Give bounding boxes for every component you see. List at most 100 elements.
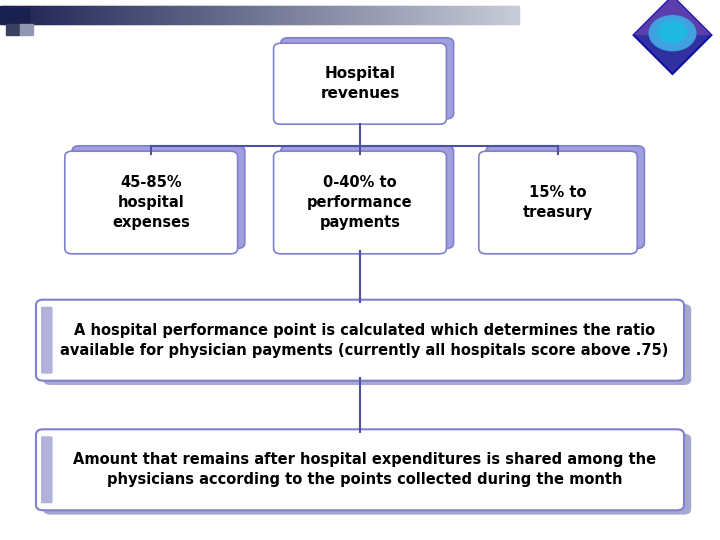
Bar: [427, 6, 429, 24]
Bar: [207, 6, 210, 24]
Bar: [384, 6, 386, 24]
Bar: [114, 6, 117, 24]
Bar: [451, 6, 454, 24]
Bar: [40, 6, 42, 24]
Bar: [220, 6, 222, 24]
Bar: [422, 6, 424, 24]
Bar: [66, 6, 68, 24]
Bar: [21, 6, 23, 24]
Bar: [135, 6, 138, 24]
Bar: [517, 6, 519, 24]
Bar: [302, 6, 305, 24]
Bar: [442, 6, 445, 24]
Bar: [83, 6, 86, 24]
Bar: [256, 6, 258, 24]
Bar: [10, 6, 13, 24]
Bar: [199, 6, 201, 24]
Bar: [212, 6, 215, 24]
Bar: [323, 6, 325, 24]
Bar: [342, 6, 345, 24]
Bar: [235, 6, 238, 24]
Bar: [295, 6, 298, 24]
Bar: [397, 6, 400, 24]
Bar: [14, 6, 17, 24]
Bar: [111, 6, 113, 24]
Bar: [33, 6, 35, 24]
Bar: [112, 6, 114, 24]
FancyBboxPatch shape: [281, 38, 454, 119]
Bar: [453, 6, 455, 24]
Bar: [363, 6, 365, 24]
Bar: [53, 6, 56, 24]
Bar: [351, 6, 354, 24]
Bar: [275, 6, 277, 24]
Bar: [444, 6, 446, 24]
Bar: [131, 6, 134, 24]
Bar: [48, 6, 51, 24]
Bar: [276, 6, 279, 24]
Bar: [216, 6, 218, 24]
Bar: [249, 6, 251, 24]
Bar: [396, 6, 398, 24]
Bar: [328, 6, 330, 24]
Bar: [12, 6, 14, 24]
Bar: [366, 6, 369, 24]
Bar: [449, 6, 451, 24]
Bar: [356, 6, 359, 24]
Bar: [156, 6, 158, 24]
Bar: [252, 6, 255, 24]
Bar: [20, 24, 33, 35]
Bar: [217, 6, 220, 24]
Bar: [238, 6, 241, 24]
Bar: [263, 6, 265, 24]
Bar: [479, 6, 481, 24]
Bar: [195, 6, 198, 24]
Bar: [246, 6, 248, 24]
Bar: [197, 6, 199, 24]
Bar: [301, 6, 303, 24]
Bar: [169, 6, 172, 24]
Bar: [273, 6, 276, 24]
Bar: [181, 6, 184, 24]
Bar: [230, 6, 233, 24]
Bar: [315, 6, 317, 24]
FancyBboxPatch shape: [41, 436, 53, 503]
Bar: [183, 6, 186, 24]
Text: 0-40% to
performance
payments: 0-40% to performance payments: [307, 175, 413, 230]
Bar: [316, 6, 319, 24]
Bar: [492, 6, 495, 24]
Bar: [209, 6, 212, 24]
Bar: [299, 6, 302, 24]
Bar: [242, 6, 244, 24]
Bar: [19, 6, 22, 24]
Bar: [280, 6, 282, 24]
Bar: [154, 6, 156, 24]
Bar: [0, 6, 2, 24]
Bar: [221, 6, 224, 24]
Bar: [120, 6, 122, 24]
Bar: [269, 6, 272, 24]
Bar: [254, 6, 256, 24]
Bar: [321, 6, 324, 24]
Bar: [353, 6, 355, 24]
Bar: [446, 6, 449, 24]
Bar: [304, 6, 307, 24]
Bar: [394, 6, 397, 24]
Text: 45-85%
hospital
expenses: 45-85% hospital expenses: [112, 175, 190, 230]
Bar: [506, 6, 509, 24]
Bar: [307, 6, 310, 24]
Bar: [90, 6, 92, 24]
Bar: [251, 6, 253, 24]
Bar: [237, 6, 239, 24]
Bar: [192, 6, 194, 24]
Bar: [468, 6, 471, 24]
Bar: [225, 6, 227, 24]
Bar: [392, 6, 395, 24]
Bar: [310, 6, 312, 24]
Bar: [379, 6, 381, 24]
Bar: [50, 6, 53, 24]
Bar: [456, 6, 459, 24]
Bar: [190, 6, 192, 24]
Bar: [71, 6, 73, 24]
Bar: [423, 6, 426, 24]
